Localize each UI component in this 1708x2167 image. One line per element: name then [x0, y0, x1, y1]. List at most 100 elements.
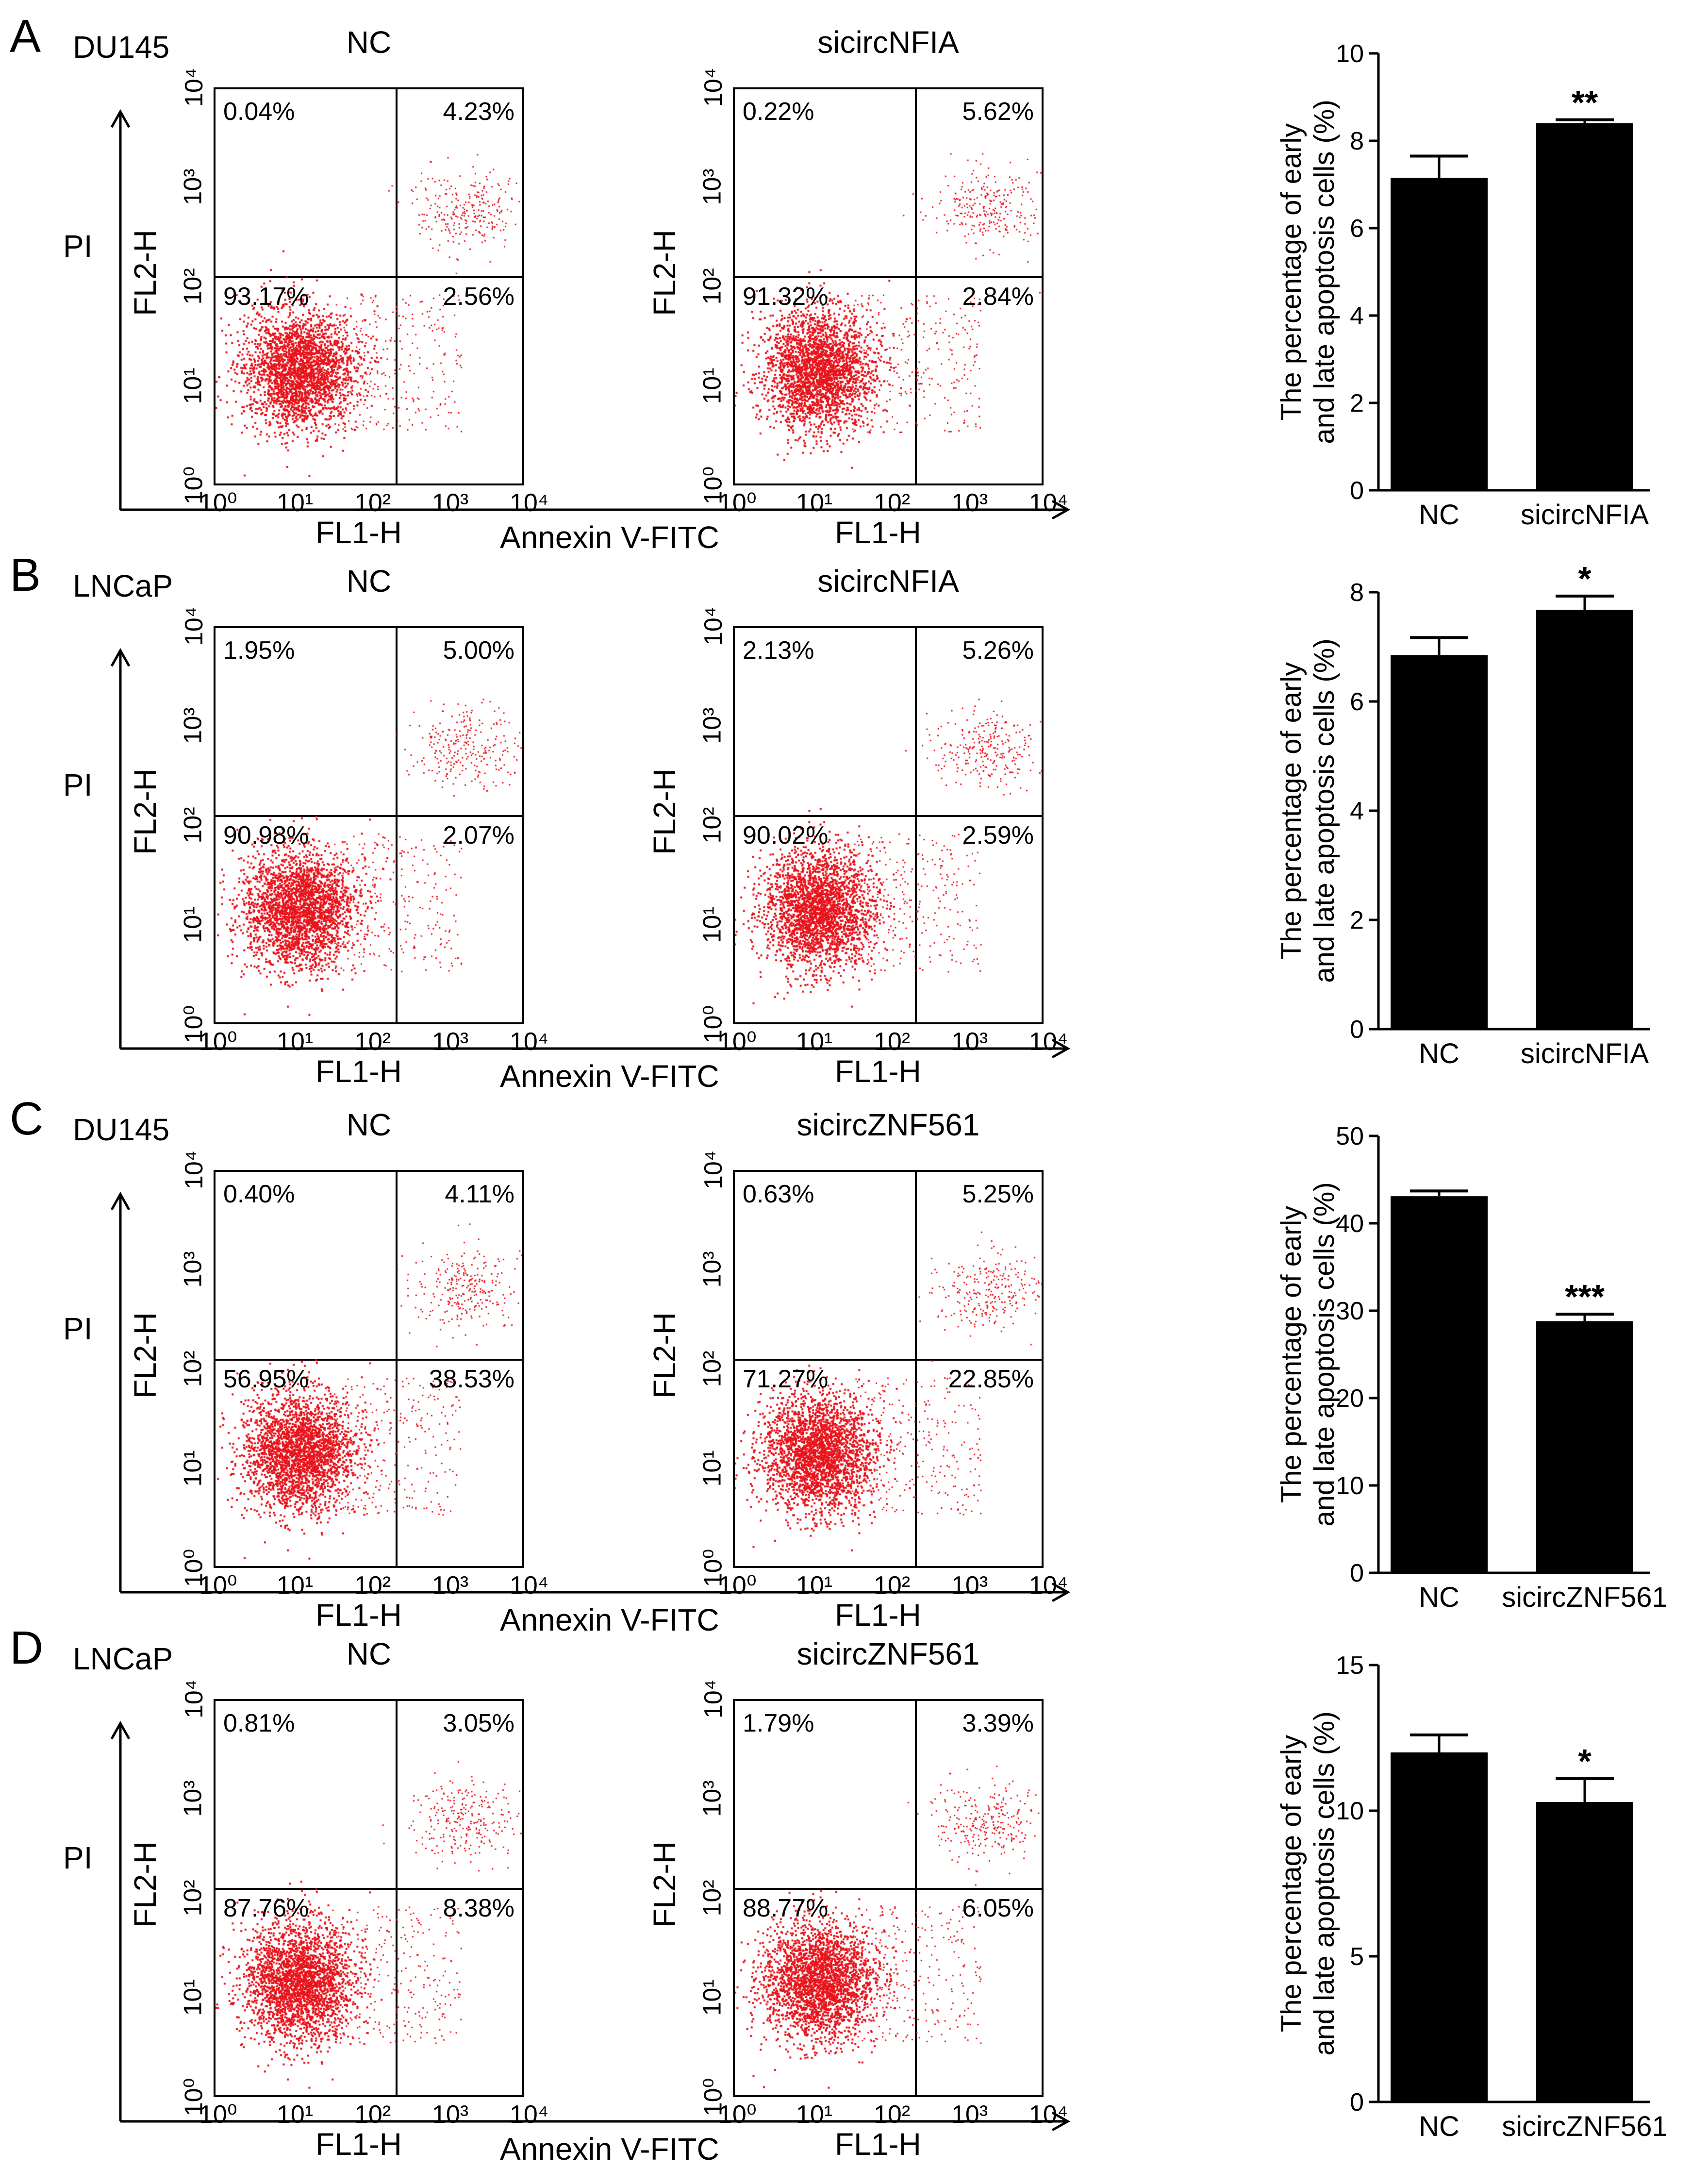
flow-y-axis-label: FL2-H: [647, 230, 682, 317]
x-tick-label: 10¹: [796, 1571, 833, 1600]
flow-y-axis-label: FL2-H: [647, 1312, 682, 1399]
quadrant-ur-value: 3.05%: [443, 1709, 514, 1737]
y-tick-label: 10⁴: [699, 67, 728, 107]
x-tick-label: 10⁴: [1029, 2100, 1068, 2129]
flow-dot-plot: [214, 1699, 524, 2097]
x-category-label: sicircZNF561: [1502, 2111, 1668, 2141]
x-tick-label: 10³: [432, 489, 469, 517]
y-tick-label: 10¹: [698, 367, 727, 404]
x-tick-label: 10¹: [796, 1028, 833, 1056]
bar: [1536, 1802, 1633, 2102]
x-tick-label: 10¹: [796, 2100, 833, 2129]
quadrant-ur-value: 4.23%: [443, 98, 514, 126]
y-tick-label: 10²: [698, 807, 727, 844]
y-tick-label: 10⁴: [180, 67, 209, 107]
x-tick-label: 10²: [354, 1571, 391, 1600]
cell-line-label: LNCaP: [73, 568, 173, 603]
y-tick-label: 10: [1336, 1797, 1364, 1825]
scatter-dots: [216, 89, 522, 483]
bar-chart: 0 2 4 6 8 10 The percentage of earlyand late a…: [1276, 40, 1650, 529]
y-tick-label: 10³: [698, 1780, 727, 1817]
y-tick-label: 10³: [179, 1780, 207, 1817]
quadrant-ur-value: 5.00%: [443, 636, 514, 665]
annexin-axis-label: Annexin V-FITC: [500, 2132, 719, 2167]
y-tick-label: 0: [1350, 2088, 1364, 2117]
flow-dot-plot: [733, 1699, 1044, 2097]
cell-line-label: LNCaP: [73, 1641, 173, 1676]
x-tick-label: 10¹: [277, 2100, 314, 2129]
quadrant-ll-value: 87.76%: [223, 1894, 309, 1923]
y-tick-label: 30: [1336, 1297, 1364, 1325]
x-tick-label: 10³: [951, 2100, 988, 2129]
y-tick-label: 10¹: [179, 1979, 207, 2016]
x-tick-label: 10⁴: [510, 1028, 549, 1056]
y-tick-label: 10⁰: [699, 1005, 728, 1044]
x-tick-label: 10³: [432, 1028, 469, 1056]
quadrant-lr-value: 8.38%: [443, 1894, 514, 1923]
flow-dot-plot: [733, 626, 1044, 1024]
plot-title: sicircNFIA: [817, 25, 959, 60]
x-category-label: NC: [1419, 1582, 1459, 1612]
y-tick-label: 10²: [179, 268, 207, 305]
bar-chart: 0 2 4 6 8 The percentage of earlyand late apo…: [1276, 560, 1650, 1068]
panel-letter: B: [10, 549, 41, 601]
significance-marker: *: [1578, 1742, 1592, 1780]
y-tick-label: 10⁰: [180, 2078, 208, 2117]
y-tick-label: 10⁴: [699, 1150, 728, 1190]
annexin-axis-arrow: [120, 500, 1071, 520]
x-tick-label: 10³: [951, 1571, 988, 1600]
quadrant-ur-value: 4.11%: [445, 1180, 514, 1208]
x-tick-label: 10⁴: [510, 489, 549, 517]
flow-y-axis-label: FL2-H: [127, 230, 163, 317]
x-tick-label: 10¹: [277, 1028, 314, 1056]
flow-x-axis-label: FL1-H: [315, 2127, 402, 2162]
x-tick-label: 10³: [432, 2100, 469, 2129]
x-tick-label: 10⁰: [199, 489, 237, 517]
bar: [1536, 610, 1633, 1029]
panel-letter: A: [10, 10, 41, 62]
y-tick-label: 10¹: [179, 367, 207, 404]
y-tick-label: 10¹: [179, 906, 207, 943]
scatter-dots: [735, 628, 1042, 1022]
pi-axis-label: PI: [63, 1311, 93, 1346]
y-tick-label: 40: [1336, 1210, 1364, 1238]
pi-axis-label: PI: [63, 767, 93, 802]
flow-dot-plot: [733, 1170, 1044, 1568]
quadrant-lr-value: 22.85%: [948, 1365, 1034, 1394]
y-tick-label: 0: [1350, 1559, 1364, 1587]
flow-y-axis-label: FL2-H: [127, 1841, 163, 1928]
y-tick-label: 0: [1350, 477, 1364, 505]
quadrant-ul-value: 0.04%: [223, 98, 295, 126]
y-tick-label: 10⁴: [699, 606, 728, 646]
plot-title: sicircZNF561: [796, 1636, 980, 1671]
quadrant-lr-value: 2.84%: [962, 283, 1034, 311]
y-tick-label: 10⁴: [180, 606, 209, 646]
flow-y-axis-label: FL2-H: [127, 1312, 163, 1399]
plot-title: NC: [346, 25, 392, 60]
bar: [1391, 655, 1488, 1029]
quadrant-ll-value: 71.27%: [743, 1365, 829, 1394]
y-tick-label: 10²: [698, 1880, 727, 1917]
quadrant-lr-value: 6.05%: [962, 1894, 1034, 1923]
quadrant-ul-value: 0.22%: [743, 98, 814, 126]
bar-y-axis-label: The percentage of earlyand late apoptosi…: [1276, 1182, 1340, 1526]
panel-letter: C: [10, 1093, 44, 1145]
y-tick-label: 10⁰: [180, 466, 208, 505]
x-tick-label: 10²: [354, 489, 391, 517]
quadrant-ur-value: 5.62%: [962, 98, 1034, 126]
outer-axes-arrows: [110, 109, 1071, 520]
quadrant-ul-value: 1.95%: [223, 636, 295, 665]
flow-x-axis-label: FL1-H: [835, 515, 921, 550]
pi-axis-arrow: [110, 1720, 131, 2121]
x-tick-label: 10²: [354, 1028, 391, 1056]
bar-y-axis-label: The percentage of earlyand late apoptosi…: [1276, 100, 1340, 444]
annexin-axis-label: Annexin V-FITC: [500, 1602, 719, 1637]
scatter-dots: [216, 1701, 522, 2095]
bar-y-axis-label: The percentage of earlyand late apoptosi…: [1276, 1711, 1340, 2055]
y-tick-label: 10³: [179, 168, 207, 205]
quadrant-ll-value: 90.98%: [223, 821, 309, 850]
significance-marker: **: [1572, 83, 1598, 121]
x-tick-label: 10³: [432, 1571, 469, 1600]
x-tick-label: 10⁴: [1029, 489, 1068, 517]
y-tick-label: 10¹: [698, 906, 727, 943]
